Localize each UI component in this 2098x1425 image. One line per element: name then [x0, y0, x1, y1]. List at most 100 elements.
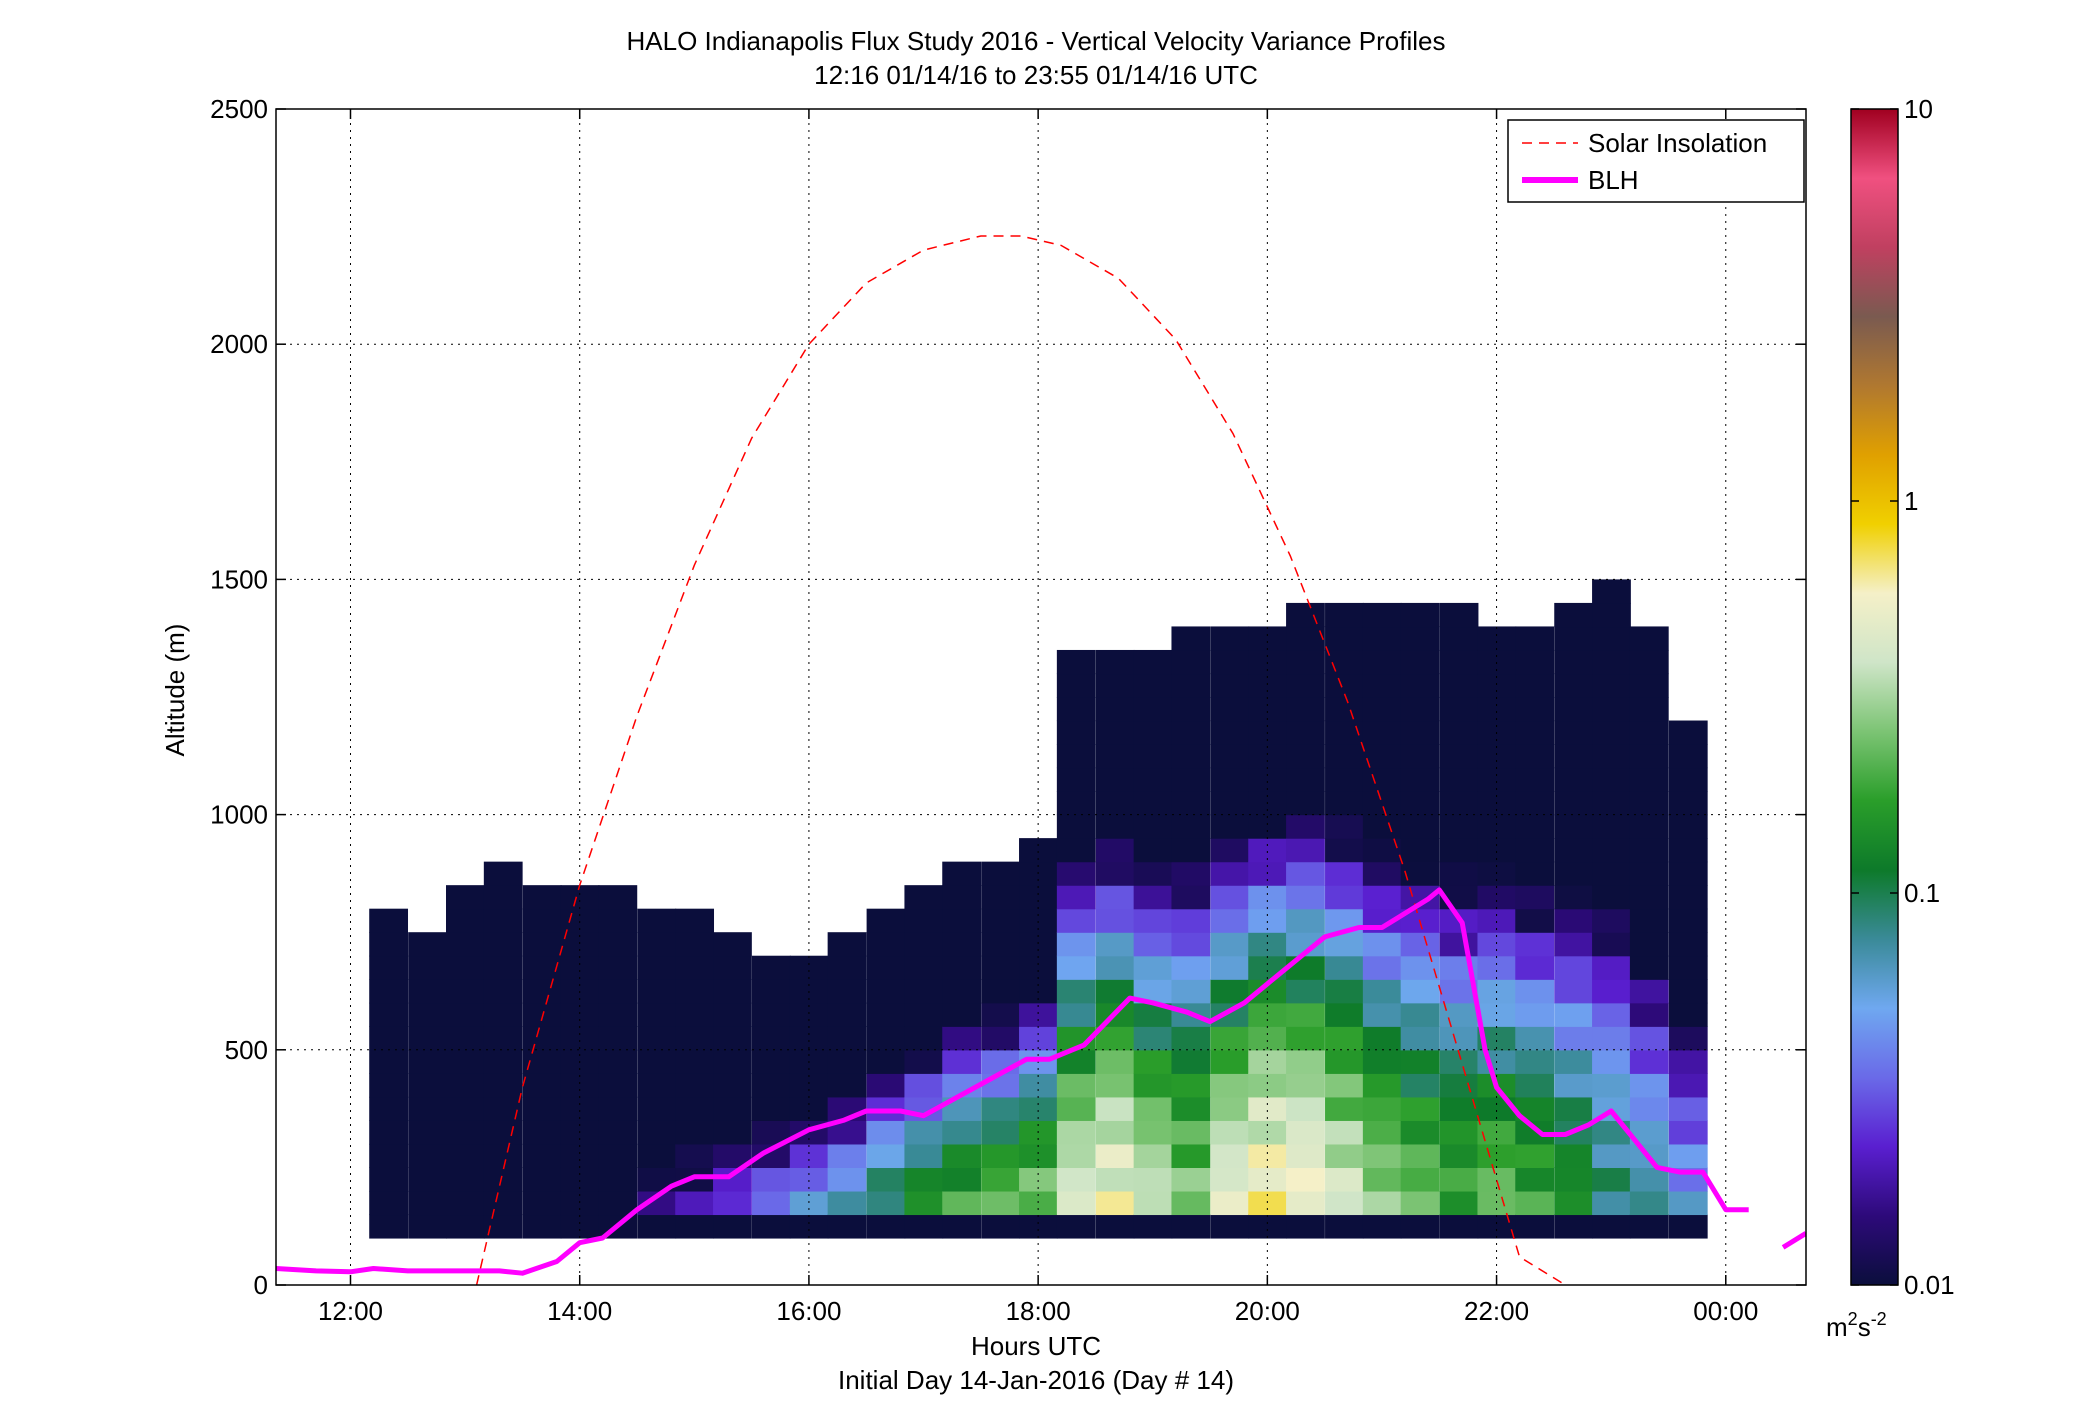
heatmap-cell	[866, 1214, 906, 1239]
heatmap-cell	[1325, 885, 1364, 910]
heatmap-cell	[1439, 1026, 1479, 1051]
heatmap-cell	[1592, 838, 1631, 863]
heatmap-cell	[1325, 1096, 1364, 1121]
heatmap-cell	[1439, 1073, 1479, 1098]
heatmap-cell	[1325, 1143, 1364, 1168]
heatmap-cell	[1325, 955, 1364, 980]
heatmap-cell	[827, 955, 867, 980]
heatmap-cell	[1210, 955, 1250, 980]
heatmap-cell	[637, 1049, 677, 1074]
heatmap-cell	[866, 1143, 906, 1168]
heatmap-cell	[1362, 1120, 1402, 1145]
heatmap-cell	[1286, 885, 1325, 910]
heatmap-cell	[1400, 814, 1440, 839]
heatmap-cell	[1592, 791, 1631, 816]
x-axis-label-2: Initial Day 14-Jan-2016 (Day # 14)	[838, 1365, 1234, 1395]
plot-area	[275, 108, 1807, 1286]
y-axis-label: Altitude (m)	[160, 624, 190, 757]
heatmap-cell	[483, 1120, 523, 1145]
heatmap-cell	[904, 1049, 944, 1074]
heatmap-cell	[1095, 767, 1135, 792]
heatmap-cell	[1286, 1190, 1325, 1216]
heatmap-cell	[1325, 1026, 1364, 1051]
heatmap-cell	[1325, 697, 1364, 722]
heatmap-cell	[1133, 791, 1173, 816]
heatmap-cell	[1629, 1002, 1669, 1027]
heatmap-cell	[1248, 697, 1288, 722]
heatmap-cell	[522, 1143, 562, 1168]
heatmap-cell	[1362, 1002, 1402, 1027]
plot-frame	[275, 108, 1807, 1286]
heatmap-cell	[483, 1096, 523, 1121]
heatmap-cell	[1629, 1026, 1669, 1051]
heatmap-cell	[1133, 838, 1173, 863]
heatmap-cell	[942, 1167, 982, 1192]
heatmap-cell	[1554, 791, 1594, 816]
heatmap-cell	[522, 979, 562, 1004]
x-tick-label: 12:00	[318, 1296, 383, 1326]
heatmap-cell	[1477, 814, 1517, 839]
heatmap-cell	[1477, 767, 1517, 792]
heatmap-cell	[904, 1120, 944, 1145]
heatmap-cell	[1362, 1143, 1402, 1168]
heatmap-cell	[1400, 744, 1440, 769]
heatmap-cell	[1362, 649, 1402, 675]
heatmap-cell	[408, 1002, 447, 1027]
heatmap-cell	[827, 1190, 867, 1216]
heatmap-cell	[1592, 744, 1631, 769]
heatmap-cell	[1554, 767, 1594, 792]
heatmap-cell	[1515, 791, 1555, 816]
heatmap-cell	[1362, 932, 1402, 957]
heatmap-cell	[1362, 767, 1402, 792]
heatmap-cell	[675, 1002, 715, 1027]
heatmap-cell	[1286, 673, 1325, 698]
heatmap-cell	[1554, 1049, 1594, 1074]
heatmap-cell	[1171, 1143, 1211, 1168]
heatmap-cell	[1325, 626, 1364, 651]
heatmap-cell	[1133, 814, 1173, 839]
heatmap-cell	[1210, 1049, 1250, 1074]
heatmap-cell	[675, 1096, 715, 1121]
heatmap-cell	[1477, 626, 1517, 651]
heatmap-cell	[713, 1167, 752, 1192]
heatmap-cell	[1056, 955, 1096, 980]
heatmap-cell	[713, 1049, 752, 1074]
colorbar-unit-mid: s	[1858, 1312, 1871, 1342]
heatmap-cell	[1668, 885, 1708, 910]
heatmap-cell	[1592, 908, 1631, 933]
heatmap-cell	[408, 955, 447, 980]
heatmap-cell	[1592, 1120, 1631, 1145]
heatmap-cell	[1056, 885, 1096, 910]
chart-title: HALO Indianapolis Flux Study 2016 - Vert…	[627, 26, 1446, 56]
heatmap-cell	[904, 1190, 944, 1216]
heatmap-cell	[598, 1190, 638, 1216]
legend-label-blh: BLH	[1588, 165, 1639, 195]
heatmap-cell	[1248, 744, 1288, 769]
heatmap-cell	[1592, 932, 1631, 957]
heatmap-cell	[1095, 1214, 1135, 1239]
heatmap-cell	[1095, 814, 1135, 839]
heatmap-cell	[408, 1049, 447, 1074]
heatmap-cell	[1554, 814, 1594, 839]
heatmap-cell	[1629, 720, 1669, 745]
heatmap-cell	[1286, 1143, 1325, 1168]
heatmap-cell	[981, 861, 1021, 886]
heatmap-cell	[1095, 697, 1135, 722]
series-line-blh	[276, 887, 1749, 1276]
heatmap-cell	[827, 1073, 867, 1098]
heatmap-cell	[522, 955, 562, 980]
heatmap-cell	[1171, 1096, 1211, 1121]
heatmap-cell	[981, 1190, 1021, 1216]
colorbar-unit-exp1: 2	[1848, 1309, 1858, 1329]
heatmap-cell	[1439, 1214, 1479, 1239]
heatmap-cell	[1325, 1049, 1364, 1074]
heatmap-cell	[1515, 697, 1555, 722]
heatmap-cell	[446, 932, 485, 957]
heatmap-cell	[675, 1049, 715, 1074]
heatmap-cell	[1629, 885, 1669, 910]
heatmap-cell	[1592, 1049, 1631, 1074]
heatmap-cell	[904, 908, 944, 933]
heatmap-cell	[713, 1002, 752, 1027]
heatmap-cell	[598, 1049, 638, 1074]
heatmap-cell	[560, 1143, 600, 1168]
